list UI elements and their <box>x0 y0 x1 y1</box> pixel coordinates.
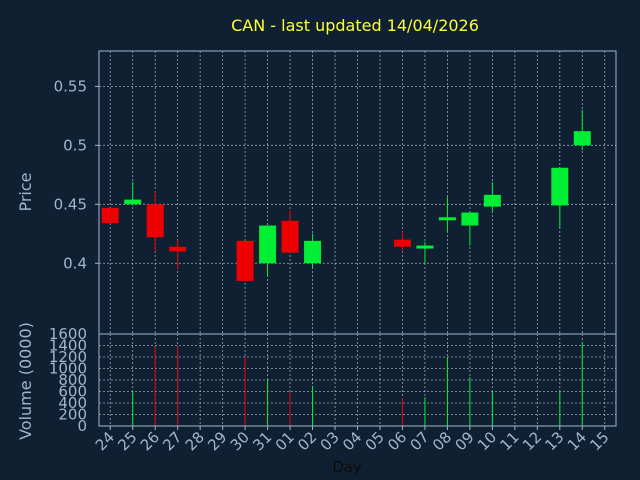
price-tick-label: 0.4 <box>63 254 87 272</box>
volume-tick-label: 1400 <box>49 337 87 355</box>
price-tick-label: 0.5 <box>63 136 87 154</box>
volume-tick-label: 800 <box>58 371 87 389</box>
candle-body-02 <box>304 240 322 264</box>
candle-body-08 <box>438 217 456 221</box>
volume-tick-label: 600 <box>58 383 87 401</box>
volume-tick-label: 200 <box>58 406 87 424</box>
volume-tick-label: 400 <box>58 394 87 412</box>
volume-tick-label: 1600 <box>49 325 87 343</box>
volume-tick-label: 1000 <box>49 360 87 378</box>
candle-body-09 <box>461 212 479 226</box>
candle-body-31 <box>259 225 277 264</box>
candle-body-07 <box>416 245 434 249</box>
x-axis-label: Day <box>332 458 362 476</box>
candle-body-24 <box>101 207 119 224</box>
price-tick-label: 0.45 <box>54 195 87 213</box>
volume-panel: 0200400600800100012001400160024252627282… <box>49 325 617 454</box>
price-tick-label: 0.55 <box>54 77 87 95</box>
candle-body-30 <box>236 240 254 281</box>
chart-title: CAN - last updated 14/04/2026 <box>231 16 479 35</box>
price-panel: 0.4 0.45 0.5 0.55 <box>54 50 617 335</box>
price-axis-label: Price <box>16 172 35 211</box>
candle-body-13 <box>551 167 569 206</box>
candle-body-01 <box>281 220 299 253</box>
x-tick-label: 15 <box>586 428 612 454</box>
candle-body-26 <box>146 204 164 238</box>
volume-axis-label: Volume (0000) <box>16 322 35 440</box>
candle-body-27 <box>169 246 187 252</box>
volume-tick-label: 1200 <box>49 348 87 366</box>
volume-tick-label: 0 <box>77 417 87 435</box>
candle-body-25 <box>124 199 142 205</box>
candle-body-14 <box>573 131 591 146</box>
candle-body-06 <box>393 239 411 247</box>
candle-body-10 <box>483 194 501 207</box>
